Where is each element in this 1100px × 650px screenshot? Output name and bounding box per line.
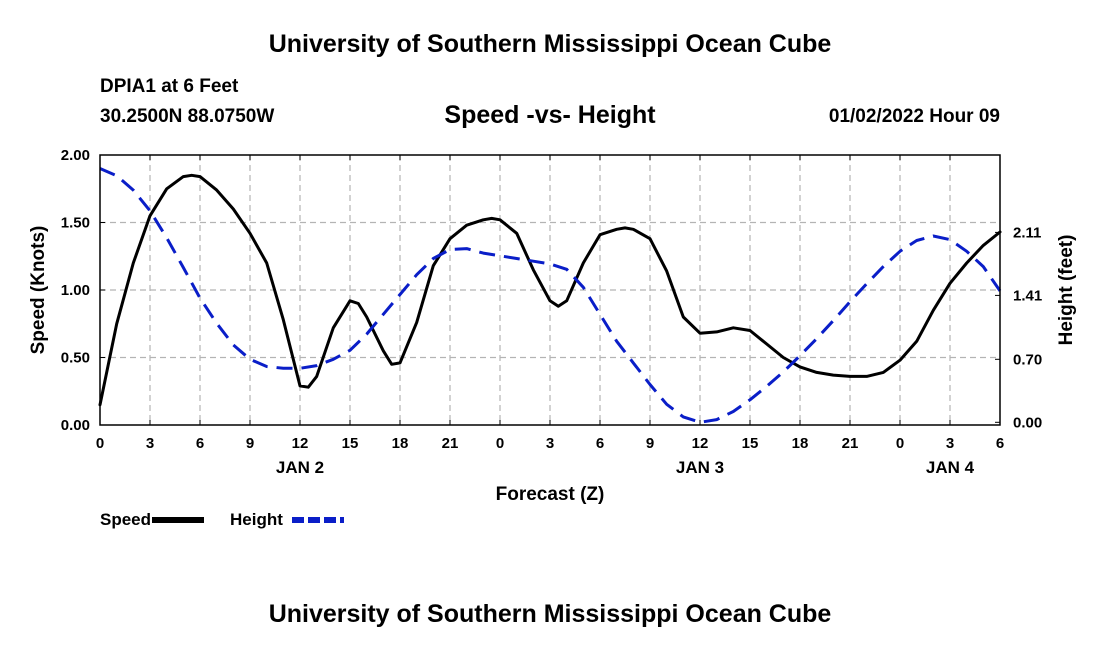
legend-label-speed: Speed [100, 510, 151, 529]
y-right-tick-label: 2.11 [1013, 224, 1041, 241]
y-axis-left: 0.00 0.50 1.00 1.50 2.00 [61, 147, 105, 434]
y-left-tick-label: 2.00 [61, 147, 90, 164]
x-tick-label: 3 [146, 435, 154, 452]
x-tick-label: 12 [692, 435, 709, 452]
series-group [98, 167, 1002, 424]
series-line-speed [98, 173, 1002, 407]
x-tick-label: 0 [96, 435, 104, 452]
grid-lines [100, 155, 1000, 425]
x-tick-label: 6 [996, 435, 1004, 452]
y-right-tick-label: 0.70 [1013, 351, 1042, 368]
x-tick-label: 3 [946, 435, 954, 452]
y-left-tick-label: 0.50 [61, 350, 90, 367]
x-tick-label: 0 [896, 435, 904, 452]
y-axis-right: 0.00 0.70 1.41 2.11 [995, 224, 1042, 431]
y-left-tick-label: 1.00 [61, 282, 90, 299]
x-tick-label: 21 [442, 435, 459, 452]
chart-subtitle: Speed -vs- Height [444, 101, 656, 129]
x-tick-label: 3 [546, 435, 554, 452]
y-left-tick-label: 0.00 [61, 417, 90, 434]
x-tick-label: 6 [596, 435, 604, 452]
chart-title: University of Southern Mississippi Ocean… [268, 30, 832, 58]
x-tick-label: 0 [496, 435, 504, 452]
date-label: JAN 4 [926, 458, 975, 477]
station-coordinates: 30.2500N 88.0750W [100, 106, 275, 127]
x-tick-label: 18 [792, 435, 809, 452]
x-tick-label: 12 [292, 435, 309, 452]
legend-label-height: Height [230, 510, 283, 529]
x-tick-label: 21 [842, 435, 859, 452]
date-label: JAN 2 [276, 458, 324, 477]
x-tick-label: 9 [246, 435, 254, 452]
x-tick-label: 15 [342, 435, 359, 452]
axis-labels: Forecast (Z) Speed (Knots) Height (feet) [28, 226, 1077, 505]
x-tick-label: 15 [742, 435, 759, 452]
y-right-tick-label: 0.00 [1013, 414, 1042, 431]
y-right-axis-title: Height (feet) [1056, 235, 1077, 346]
footer-title: University of Southern Mississippi Ocean… [268, 600, 832, 628]
station-label: DPIA1 at 6 Feet [100, 76, 239, 97]
forecast-datetime: 01/02/2022 Hour 09 [828, 106, 1000, 127]
x-tick-label: 18 [392, 435, 409, 452]
y-left-tick-label: 1.50 [61, 215, 90, 232]
x-axis-title: Forecast (Z) [496, 484, 605, 505]
x-axis: 0 3 6 9 12 15 18 21 0 3 6 9 12 15 18 21 0 3 6 JAN 2 JAN 3 JAN… [96, 155, 1004, 477]
x-tick-label: 6 [196, 435, 204, 452]
y-left-axis-title: Speed (Knots) [28, 226, 49, 355]
date-label: JAN 3 [676, 458, 724, 477]
x-tick-label: 9 [646, 435, 654, 452]
y-right-tick-label: 1.41 [1013, 287, 1042, 304]
legend: Speed Height [100, 510, 344, 529]
